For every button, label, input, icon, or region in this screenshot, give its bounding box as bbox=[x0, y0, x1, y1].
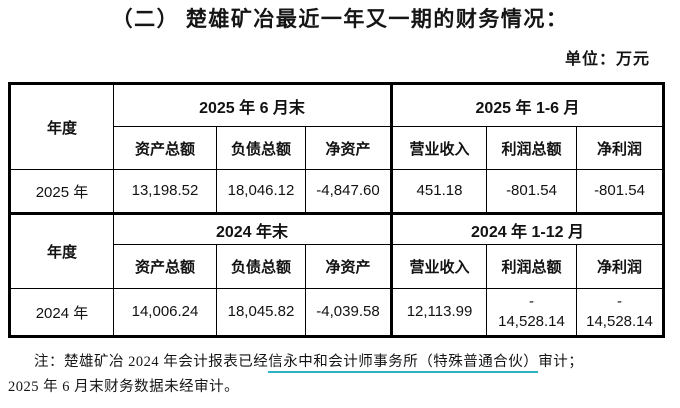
value-cell: - 14,528.14 bbox=[576, 288, 664, 337]
row-year-label: 2025 年 bbox=[9, 169, 114, 214]
period-header-right: 2025 年 1-6 月 bbox=[390, 83, 664, 127]
period-header-left: 2025 年 6 月末 bbox=[113, 83, 392, 127]
value-cell: - 14,528.14 bbox=[486, 288, 577, 337]
value-cell: -4,847.60 bbox=[305, 169, 392, 214]
year-header-cell: 年度 bbox=[9, 212, 114, 289]
column-header: 利润总额 bbox=[486, 126, 577, 170]
table-row: 2024 年 14,006.24 18,045.82 -4,039.58 12,… bbox=[9, 288, 664, 337]
column-header: 负债总额 bbox=[216, 244, 306, 289]
column-header: 营业收入 bbox=[390, 126, 487, 170]
value-cell: 451.18 bbox=[390, 169, 487, 214]
unit-label: 单位：万元 bbox=[564, 51, 650, 68]
value-cell: 18,045.82 bbox=[216, 288, 306, 337]
value-cell: 18,046.12 bbox=[216, 169, 306, 214]
page-title: （二） 楚雄矿冶最近一年又一期的财务情况： bbox=[111, 7, 569, 31]
period-header-left: 2024 年末 bbox=[113, 212, 392, 245]
footnote-line1: 注：楚雄矿冶 2024 年会计报表已经信永中和会计师事务所（特殊普通合伙）审计； bbox=[8, 350, 672, 375]
value-cell: -801.54 bbox=[486, 169, 577, 214]
auditor-name-underlined: 信永中和会计师事务所（特殊普通合伙） bbox=[268, 354, 539, 373]
column-header: 资产总额 bbox=[113, 126, 217, 170]
table-row: 2025 年 13,198.52 18,046.12 -4,847.60 451… bbox=[9, 169, 664, 214]
value-cell: -801.54 bbox=[576, 169, 664, 214]
row-year-label: 2024 年 bbox=[9, 288, 114, 337]
column-header: 负债总额 bbox=[216, 126, 306, 170]
value-cell: 13,198.52 bbox=[113, 169, 217, 214]
footnote-line2: 2025 年 6 月末财务数据未经审计。 bbox=[8, 379, 240, 395]
column-header: 净利润 bbox=[576, 126, 664, 170]
footnote-text: 审计； bbox=[538, 354, 584, 370]
footnote-text: 注：楚雄矿冶 2024 年会计报表已经 bbox=[34, 354, 269, 370]
financial-table: 年度 2025 年 6 月末 2025 年 1-6 月 资产总额 负债总额 净资… bbox=[8, 82, 665, 338]
value-cell: -4,039.58 bbox=[305, 288, 392, 337]
column-header: 资产总额 bbox=[113, 244, 217, 289]
column-header: 利润总额 bbox=[486, 244, 577, 289]
footnote: 注：楚雄矿冶 2024 年会计报表已经信永中和会计师事务所（特殊普通合伙）审计；… bbox=[8, 350, 672, 400]
column-header: 营业收入 bbox=[390, 244, 487, 289]
column-header: 净资产 bbox=[305, 244, 392, 289]
value-cell: 14,006.24 bbox=[113, 288, 217, 337]
value-cell: 12,113.99 bbox=[390, 288, 487, 337]
column-header: 净利润 bbox=[576, 244, 664, 289]
column-header: 净资产 bbox=[305, 126, 392, 170]
period-header-right: 2024 年 1-12 月 bbox=[390, 212, 664, 245]
year-header-cell: 年度 bbox=[9, 83, 114, 170]
